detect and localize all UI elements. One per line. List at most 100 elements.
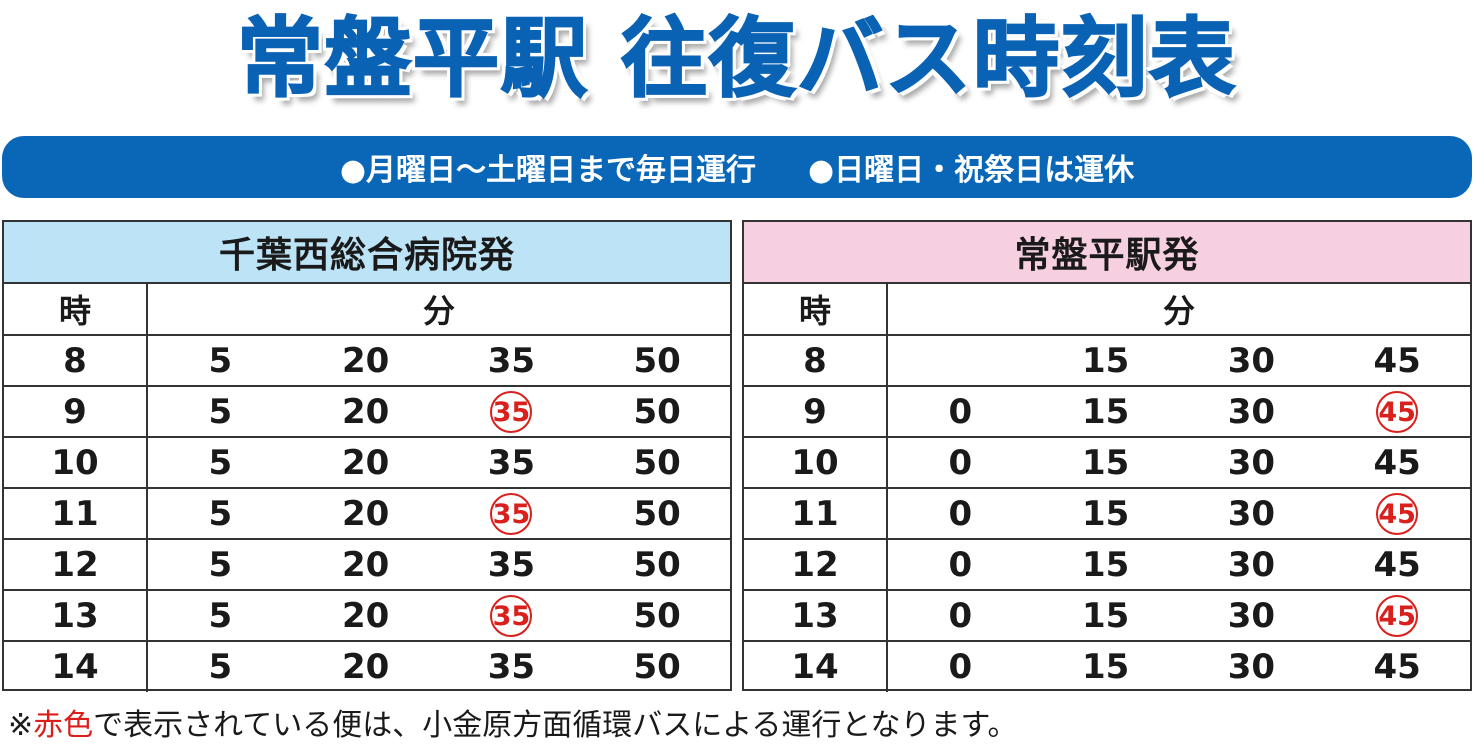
timetable-from-station: 常盤平駅発 時分 8 15 30 45 9 0 15 30 45 10 0 15 30 45 11 0 15 30 4… [742, 220, 1472, 692]
minute-value: 15 [1081, 391, 1130, 432]
panel-header: 千葉西総合病院発 [4, 222, 730, 284]
minute-value: 45 [1373, 442, 1421, 483]
minute-cell: 0 [887, 538, 1033, 590]
minute-cell: 45 [1324, 385, 1470, 437]
minute-value: 30 [1227, 647, 1276, 687]
minute-cell: 15 [1032, 385, 1179, 437]
minute-cell: 5 [147, 640, 293, 692]
hour-cell: 9 [4, 385, 148, 437]
table-row: 14 0 15 30 45 [744, 640, 1470, 692]
minute-value: 5 [208, 544, 233, 585]
minute-value: 15 [1081, 647, 1130, 687]
minute-cell: 15 [1032, 436, 1179, 488]
minute-cell: 15 [1032, 538, 1179, 590]
minute-value: 0 [948, 493, 973, 534]
hour-cell: 10 [4, 436, 148, 488]
table-row: 9 0 15 30 45 [744, 385, 1470, 437]
minute-cell: 20 [292, 385, 439, 437]
hour-cell: 14 [4, 640, 148, 692]
timetable-grid: 時分 8 5 20 35 50 9 5 20 35 50 10 5 20 35 50 11 5 20 35 50 12 5 2… [4, 284, 730, 692]
minute-cell: 35 [438, 334, 585, 386]
minute-cell: 5 [147, 538, 293, 590]
hour-cell: 14 [744, 640, 888, 692]
minute-value: 45 [1373, 340, 1421, 381]
minute-value: 35 [487, 340, 536, 381]
minute-cell: 50 [584, 640, 730, 692]
minute-value: 5 [208, 340, 233, 381]
circled-minute: 35 [490, 594, 533, 637]
minute-value: 35 [487, 544, 536, 585]
minute-cell: 50 [584, 487, 730, 539]
hour-cell: 13 [744, 589, 888, 641]
table-row: 13 5 20 35 50 [4, 589, 730, 641]
minute-value: 30 [1227, 544, 1276, 585]
table-row: 9 5 20 35 50 [4, 385, 730, 437]
minute-value: 45 [1373, 647, 1421, 687]
table-row: 12 5 20 35 50 [4, 538, 730, 590]
minute-value: 0 [948, 595, 973, 636]
hour-column-header: 時 [4, 284, 148, 335]
hour-cell: 9 [744, 385, 888, 437]
minute-value: 45 [1373, 544, 1421, 585]
minute-value: 30 [1227, 493, 1276, 534]
minute-cell: 50 [584, 538, 730, 590]
minute-value: 35 [487, 442, 536, 483]
minute-value: 20 [341, 442, 390, 483]
hour-column-header: 時 [744, 284, 888, 335]
hour-cell: 8 [4, 334, 148, 386]
minute-value: 50 [633, 340, 681, 381]
minute-column-header: 分 [1162, 292, 1195, 330]
minute-cell: 45 [1324, 640, 1470, 692]
minute-cell: 30 [1178, 538, 1325, 590]
minute-value: 20 [341, 391, 390, 432]
minute-cell: 45 [1324, 436, 1470, 488]
minute-value: 5 [208, 647, 233, 687]
minute-cell: 20 [292, 589, 439, 641]
minute-value: 30 [1227, 391, 1276, 432]
minute-cell: 30 [1178, 436, 1325, 488]
minute-value: 15 [1081, 595, 1130, 636]
minute-value: 20 [341, 544, 390, 585]
timetable-grid: 時分 8 15 30 45 9 0 15 30 45 10 0 15 30 45 11 0 15 30 45 12 0 15… [744, 284, 1470, 692]
note-suffix: で表示されている便は、小金原方面循環バスによる運行となります。 [93, 708, 1018, 743]
minute-value: 0 [948, 442, 973, 483]
table-row: 11 0 15 30 45 [744, 487, 1470, 539]
hour-cell: 12 [744, 538, 888, 590]
minute-cell: 35 [438, 538, 585, 590]
minute-value: 15 [1081, 340, 1130, 381]
minute-cell: 50 [584, 589, 730, 641]
minute-cell: 20 [292, 436, 439, 488]
minute-value: 50 [633, 442, 681, 483]
minute-value: 5 [208, 391, 233, 432]
circled-minute: 35 [490, 492, 533, 535]
table-row: 11 5 20 35 50 [4, 487, 730, 539]
hour-cell: 11 [4, 487, 148, 539]
minute-value: 30 [1227, 595, 1276, 636]
minute-cell: 45 [1324, 589, 1470, 641]
minute-cell: 35 [438, 487, 585, 539]
minute-value: 50 [633, 391, 681, 432]
minute-cell: 15 [1032, 640, 1179, 692]
minute-cell: 15 [1032, 589, 1179, 641]
minute-value: 0 [948, 391, 973, 432]
table-header-row: 時分 [4, 284, 730, 335]
hour-cell: 11 [744, 487, 888, 539]
note-prefix: ※ [8, 708, 34, 743]
service-banner: ●月曜日～土曜日まで毎日運行 ●日曜日・祝祭日は運休 [2, 136, 1472, 198]
minute-value: 50 [633, 544, 681, 585]
circled-minute: 45 [1376, 390, 1419, 433]
minute-cell: 5 [147, 385, 293, 437]
minute-value: 0 [948, 647, 973, 687]
hour-cell: 13 [4, 589, 148, 641]
hour-cell: 12 [4, 538, 148, 590]
minute-cell: 30 [1178, 334, 1325, 386]
minute-cell: 30 [1178, 640, 1325, 692]
table-row: 13 0 15 30 45 [744, 589, 1470, 641]
table-row: 12 0 15 30 45 [744, 538, 1470, 590]
table-row: 10 5 20 35 50 [4, 436, 730, 488]
minute-cell: 0 [887, 589, 1033, 641]
circled-minute: 45 [1376, 594, 1419, 637]
minute-cell: 20 [292, 334, 439, 386]
circled-minute: 45 [1376, 492, 1419, 535]
minute-cell: 50 [584, 334, 730, 386]
